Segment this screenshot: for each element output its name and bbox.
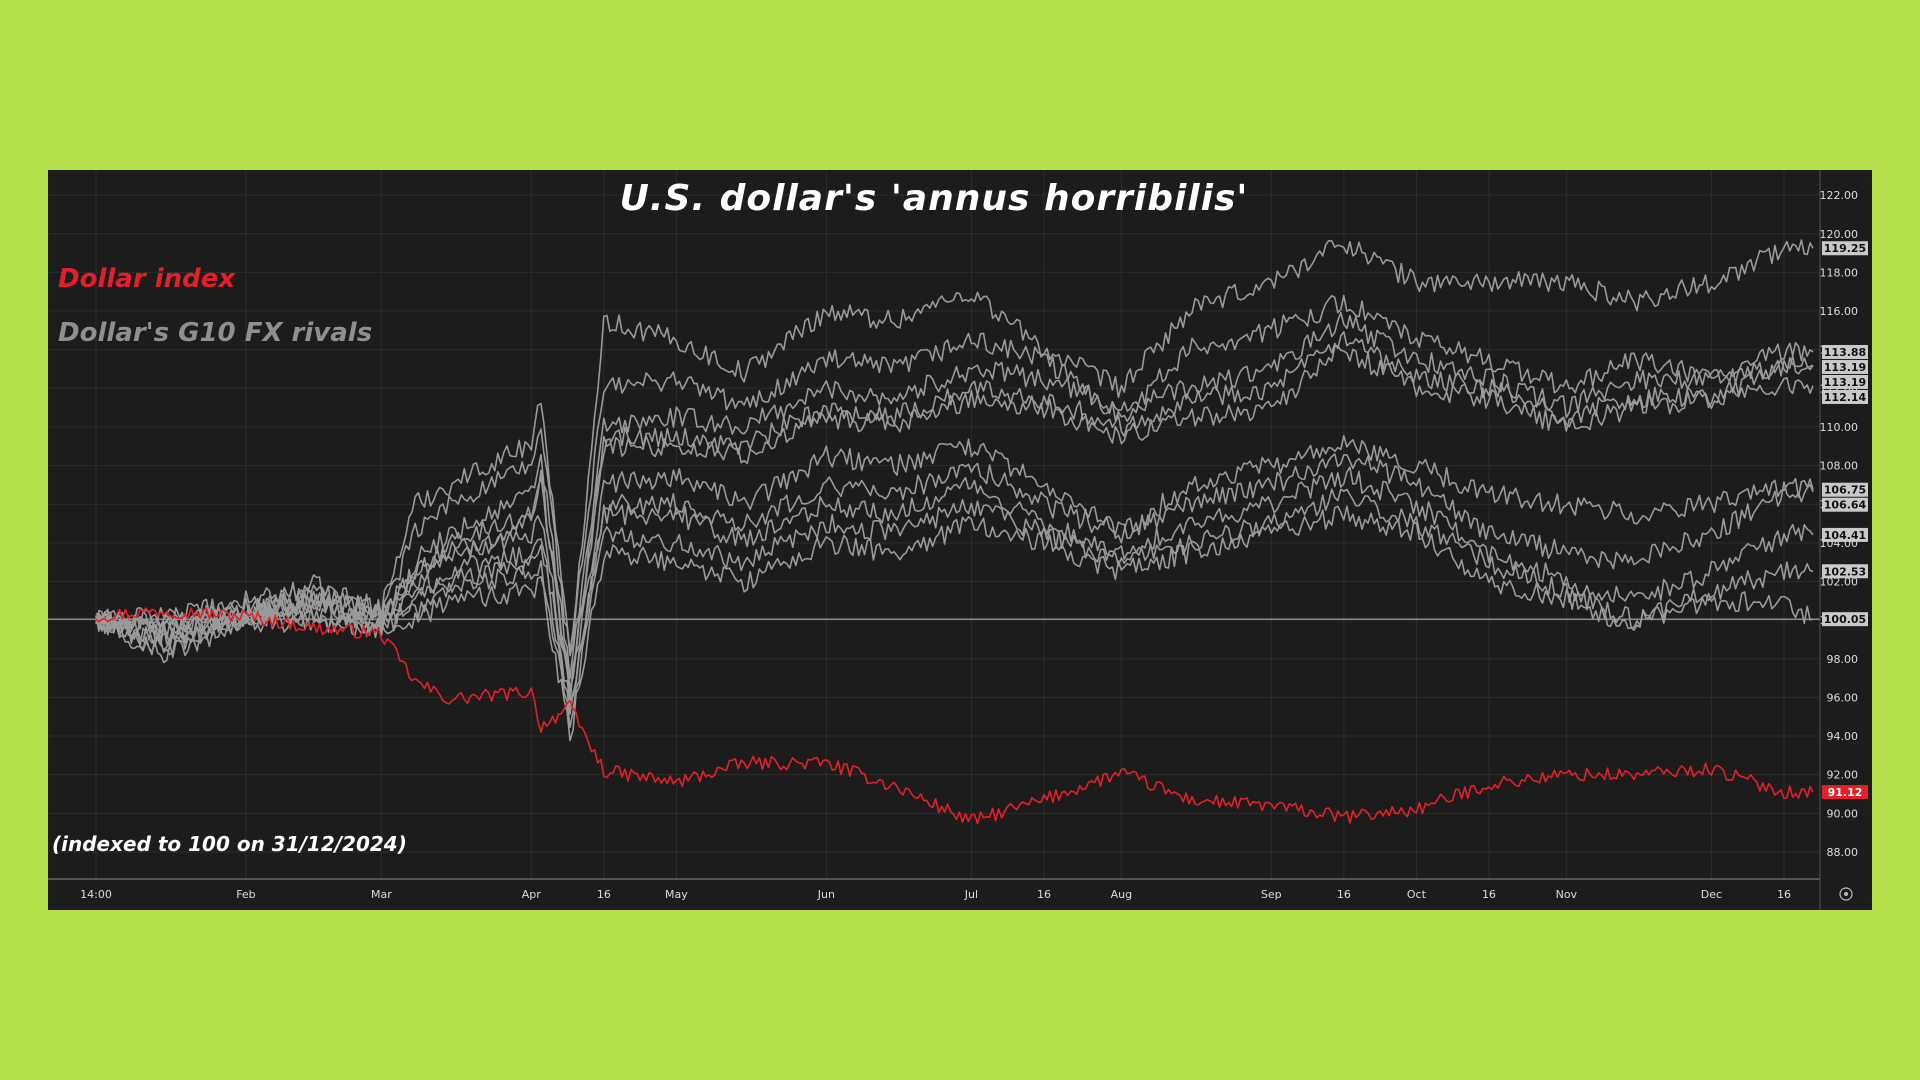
y-tick-label: 96.00 — [1827, 691, 1859, 704]
end-label-rival: 104.41 — [1822, 527, 1868, 542]
svg-text:91.12: 91.12 — [1828, 786, 1863, 799]
svg-text:106.75: 106.75 — [1824, 484, 1866, 497]
x-axis: 14:00 Feb Mar Apr 16 May Jun Jul 16 Aug Sep 16 Oct 16… — [80, 888, 1791, 901]
y-tick-label: 102.00 — [1820, 575, 1859, 588]
x-tick-label: Sep — [1261, 888, 1282, 901]
series-line-g10-rival — [95, 505, 1814, 742]
svg-text:119.25: 119.25 — [1824, 242, 1866, 255]
y-tick-label: 88.00 — [1827, 846, 1859, 859]
end-label-rival: 106.64 — [1822, 497, 1868, 512]
series-line-g10-rival — [95, 466, 1814, 715]
series-line-g10-rival — [95, 453, 1814, 702]
y-tick-label: 90.00 — [1827, 807, 1859, 820]
x-tick-label: 16 — [1037, 888, 1051, 901]
chart-title: U.S. dollar's 'annus horribilis' — [619, 178, 1249, 219]
line-chart: 88.0090.0092.0094.0096.0098.00100.00102.… — [48, 170, 1868, 910]
x-tick-label: 16 — [1337, 888, 1351, 901]
end-label-rival: 119.25 — [1822, 241, 1868, 256]
y-tick-label: 118.00 — [1820, 266, 1859, 279]
settings-icon[interactable] — [1839, 887, 1853, 901]
x-tick-label: Dec — [1701, 888, 1722, 901]
series-line-dollar-index — [95, 607, 1814, 825]
x-tick-label: 16 — [1482, 888, 1496, 901]
x-tick-label: Jun — [817, 888, 835, 901]
svg-text:106.64: 106.64 — [1824, 499, 1867, 512]
svg-text:112.14: 112.14 — [1824, 391, 1867, 404]
x-tick-label: Aug — [1111, 888, 1132, 901]
rivals-series — [95, 239, 1814, 742]
end-label-rival: 113.19 — [1822, 359, 1868, 374]
x-tick-label: 16 — [1777, 888, 1791, 901]
y-tick-label: 108.00 — [1820, 460, 1859, 473]
y-tick-label: 110.00 — [1820, 421, 1859, 434]
x-tick-label: Feb — [236, 888, 255, 901]
end-labels: 119.25 113.88 113.19 113.19 112.14 106.75 106.… — [1822, 241, 1868, 800]
x-tick-label: Jul — [964, 888, 978, 901]
y-tick-label: 116.00 — [1820, 305, 1859, 318]
y-tick-label: 122.00 — [1820, 189, 1859, 202]
x-tick-label: Nov — [1556, 888, 1578, 901]
svg-text:113.19: 113.19 — [1824, 376, 1866, 389]
end-label-rival: 100.05 — [1822, 612, 1868, 627]
legend-g10-rivals: Dollar's G10 FX rivals — [58, 318, 373, 348]
svg-text:100.05: 100.05 — [1824, 613, 1866, 626]
series-line-g10-rival — [95, 435, 1814, 689]
grid — [48, 170, 1820, 879]
y-tick-label: 92.00 — [1827, 769, 1859, 782]
end-label-dollar-index: 91.12 — [1822, 785, 1868, 800]
series-line-g10-rival — [95, 239, 1814, 653]
x-tick-label: 16 — [597, 888, 611, 901]
end-label-rival: 102.53 — [1822, 564, 1868, 579]
x-tick-label: Oct — [1407, 888, 1427, 901]
svg-text:102.53: 102.53 — [1824, 565, 1866, 578]
end-label-rival: 113.88 — [1822, 344, 1868, 359]
y-tick-label: 94.00 — [1827, 730, 1859, 743]
chart-panel: 88.0090.0092.0094.0096.0098.00100.00102.… — [48, 170, 1872, 910]
legend-dollar-index: Dollar index — [58, 264, 236, 294]
dollar-series — [95, 607, 1814, 825]
series-line-g10-rival — [95, 488, 1814, 729]
x-tick-label: May — [665, 888, 688, 901]
svg-text:113.19: 113.19 — [1824, 361, 1866, 374]
x-tick-label: Apr — [522, 888, 542, 901]
end-label-rival: 112.14 — [1822, 389, 1868, 404]
svg-text:113.88: 113.88 — [1824, 346, 1866, 359]
end-label-rival: 106.75 — [1822, 482, 1868, 497]
x-tick-label: 14:00 — [80, 888, 112, 901]
end-label-rival: 113.19 — [1822, 374, 1868, 389]
svg-text:104.41: 104.41 — [1824, 529, 1866, 542]
index-note: (indexed to 100 on 31/12/2024) — [52, 832, 407, 856]
y-tick-label: 120.00 — [1820, 228, 1859, 241]
series-line-g10-rival — [95, 331, 1814, 693]
y-axis: 88.0090.0092.0094.0096.0098.00100.00102.… — [1820, 189, 1859, 859]
y-tick-label: 98.00 — [1827, 653, 1859, 666]
x-tick-label: Mar — [371, 888, 392, 901]
